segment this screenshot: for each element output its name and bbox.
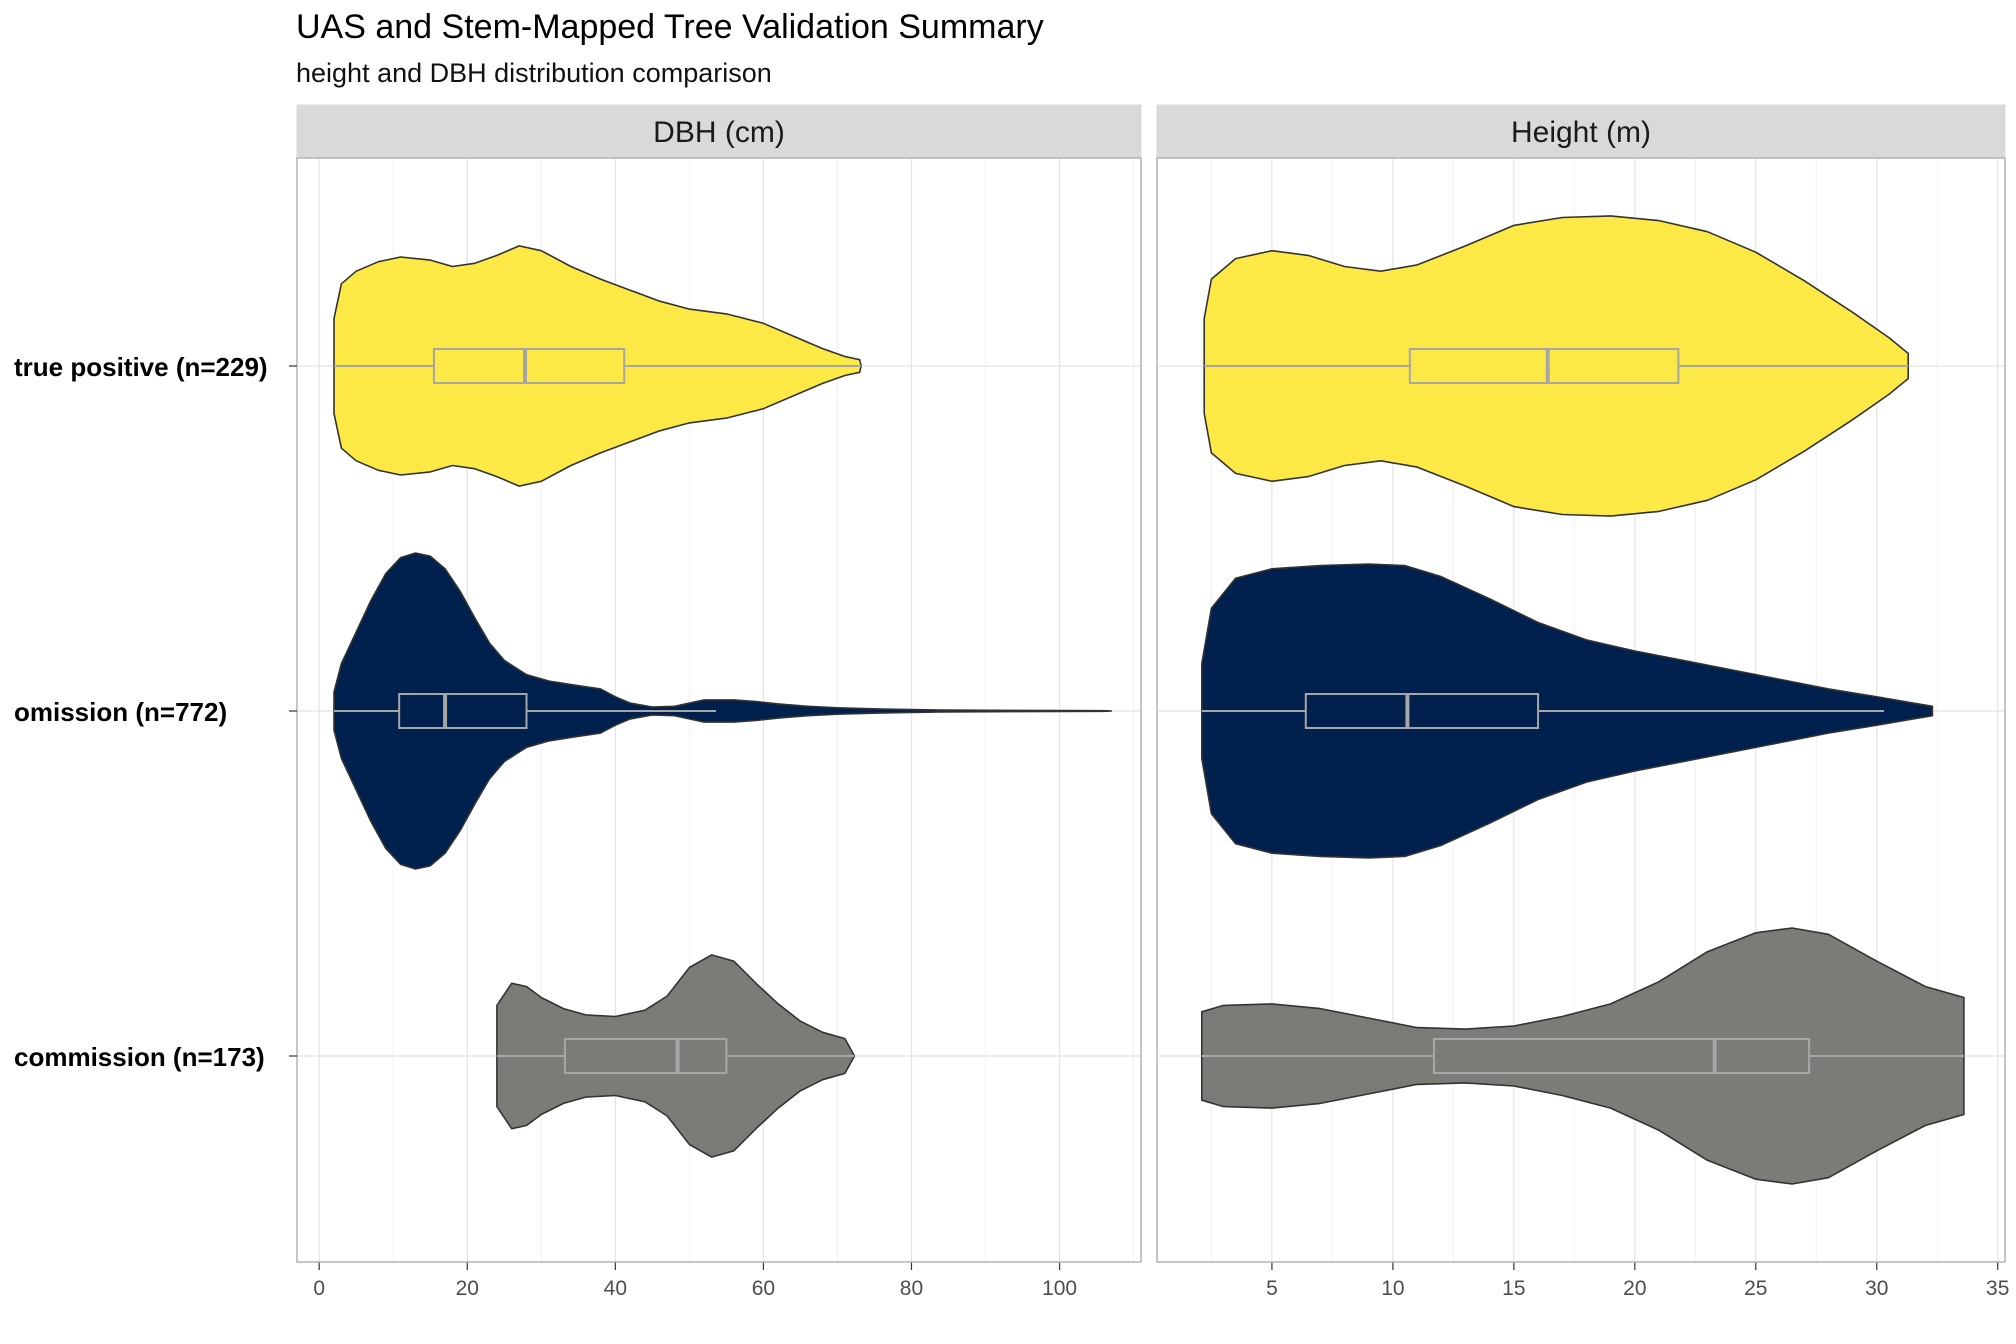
facet-strip-label: DBH (cm) <box>653 116 785 149</box>
x-tick-label: 5 <box>1266 1277 1278 1300</box>
x-tick-label: 0 <box>313 1277 325 1300</box>
x-tick-label: 20 <box>1623 1277 1646 1300</box>
chart-subtitle: height and DBH distribution comparison <box>296 58 772 88</box>
box-iqr <box>564 1038 728 1074</box>
x-tick-label: 20 <box>456 1277 479 1300</box>
x-tick-label: 30 <box>1865 1277 1888 1300</box>
x-tick-label: 35 <box>1986 1277 2009 1300</box>
x-tick-label: 100 <box>1042 1277 1077 1300</box>
violin-shape <box>1201 927 1965 1185</box>
panel-dbh: DBH (cm) 0 20 40 60 80 100 <box>296 104 1142 1300</box>
x-tick-label: 60 <box>752 1277 775 1300</box>
box-iqr <box>432 348 626 384</box>
y-tick-label: true positive (n=229) <box>14 352 268 382</box>
box-iqr <box>1304 693 1540 729</box>
chart-title: UAS and Stem-Mapped Tree Validation Summ… <box>296 8 1044 46</box>
violin-shape <box>1203 215 1909 517</box>
violin-shape <box>333 552 1113 870</box>
x-tick-label: 40 <box>604 1277 627 1300</box>
x-tick-label: 80 <box>900 1277 923 1300</box>
x-tick-label: 15 <box>1502 1277 1525 1300</box>
facet-strip-label: Height (m) <box>1511 116 1651 149</box>
x-tick-label: 25 <box>1744 1277 1767 1300</box>
facet-strip <box>1156 104 2006 159</box>
panel-border <box>296 157 1142 1263</box>
y-tick-label: omission (n=772) <box>14 697 227 727</box>
panel-height: Height (m) 5 10 15 20 25 30 35 <box>1156 104 2009 1300</box>
x-tick-label: 10 <box>1381 1277 1404 1300</box>
violin-shape <box>333 245 862 487</box>
box-iqr <box>398 693 528 729</box>
box-iqr <box>1433 1038 1811 1074</box>
y-tick-label: commission (n=173) <box>14 1042 265 1072</box>
box-iqr <box>1408 348 1680 384</box>
panel-border <box>1156 157 2006 1263</box>
